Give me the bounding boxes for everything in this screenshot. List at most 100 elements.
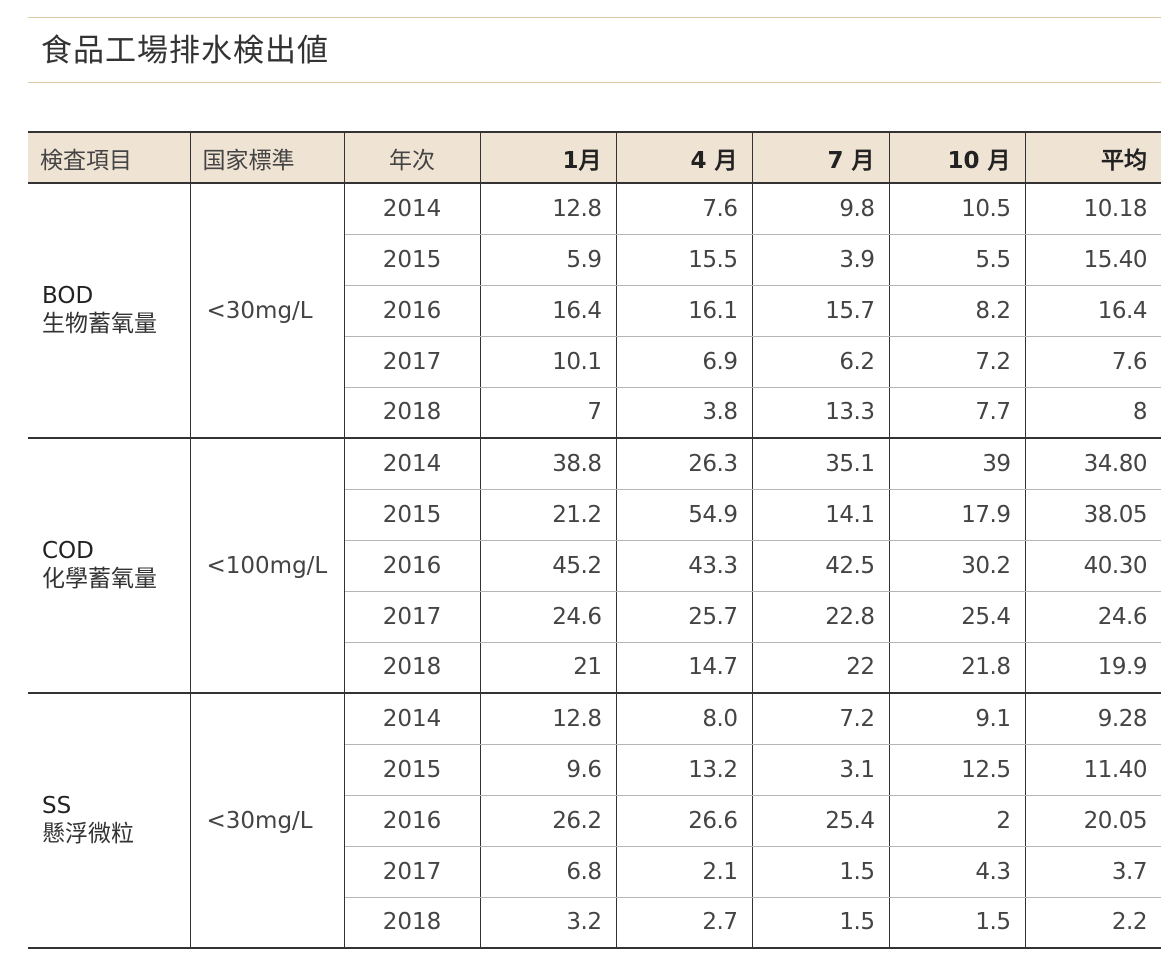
average-cell: 2.2 bbox=[1024, 897, 1161, 949]
month-1-cell: 21 bbox=[479, 642, 617, 694]
month-4-cell: 8.0 bbox=[615, 693, 753, 745]
wastewater-table: 検査項目 国家標準 年次 1月 4 月 7 月 10 月 平均 BOD 生物蓄氧量… bbox=[28, 131, 1161, 949]
month-10-cell: 7.7 bbox=[888, 387, 1026, 439]
month-4-cell: 25.7 bbox=[615, 591, 753, 643]
year-cell: 2017 bbox=[343, 846, 481, 898]
month-7-cell: 35.1 bbox=[751, 438, 890, 490]
item-code: COD bbox=[42, 538, 94, 564]
month-7-cell: 42.5 bbox=[751, 540, 890, 592]
table-row: 2018 21 14.7 22 21.8 19.9 bbox=[28, 642, 1161, 694]
month-1-cell: 16.4 bbox=[479, 285, 617, 337]
average-cell: 10.18 bbox=[1024, 183, 1161, 235]
standard-cell: <30mg/L bbox=[189, 183, 345, 439]
table-body: BOD 生物蓄氧量 <30mg/L 2014 12.8 7.6 9.8 10.5 10.18 20… bbox=[28, 183, 1161, 949]
table-row: 2018 3.2 2.7 1.5 1.5 2.2 bbox=[28, 897, 1161, 949]
standard-cell: <30mg/L bbox=[189, 693, 345, 949]
table-header: 検査項目 国家標準 年次 1月 4 月 7 月 10 月 平均 bbox=[28, 131, 1161, 184]
month-7-cell: 3.9 bbox=[751, 234, 890, 286]
month-4-cell: 54.9 bbox=[615, 489, 753, 541]
table-row: SS 懸浮微粒 <30mg/L 2014 12.8 8.0 7.2 9.1 9.28 bbox=[28, 693, 1161, 949]
month-4-cell: 26.6 bbox=[615, 795, 753, 847]
average-cell: 16.4 bbox=[1024, 285, 1161, 337]
month-10-cell: 4.3 bbox=[888, 846, 1026, 898]
year-cell: 2016 bbox=[343, 285, 481, 337]
title-bar: 食品工場排水検出値 bbox=[28, 17, 1161, 83]
month-10-cell: 12.5 bbox=[888, 744, 1026, 796]
month-1-cell: 3.2 bbox=[479, 897, 617, 949]
item-name: 化學蓄氧量 bbox=[42, 566, 157, 592]
month-7-cell: 3.1 bbox=[751, 744, 890, 796]
table-row: 2017 10.1 6.9 6.2 7.2 7.6 bbox=[28, 336, 1161, 388]
month-1-cell: 5.9 bbox=[479, 234, 617, 286]
month-10-cell: 2 bbox=[888, 795, 1026, 847]
month-1-cell: 7 bbox=[479, 387, 617, 439]
month-7-cell: 13.3 bbox=[751, 387, 890, 439]
table-row: 2017 6.8 2.1 1.5 4.3 3.7 bbox=[28, 846, 1161, 898]
page-title: 食品工場排水検出値 bbox=[41, 33, 329, 69]
standard-cell: <100mg/L bbox=[189, 438, 345, 694]
table-row: 2015 21.2 54.9 14.1 17.9 38.05 bbox=[28, 489, 1161, 541]
month-10-cell: 9.1 bbox=[888, 693, 1026, 745]
year-cell: 2015 bbox=[343, 489, 481, 541]
month-10-cell: 8.2 bbox=[888, 285, 1026, 337]
month-7-cell: 22.8 bbox=[751, 591, 890, 643]
month-10-cell: 25.4 bbox=[888, 591, 1026, 643]
table-row: 2018 7 3.8 13.3 7.7 8 bbox=[28, 387, 1161, 439]
average-cell: 15.40 bbox=[1024, 234, 1161, 286]
year-cell: 2018 bbox=[343, 387, 481, 439]
year-cell: 2015 bbox=[343, 744, 481, 796]
month-4-cell: 7.6 bbox=[615, 183, 753, 235]
month-1-cell: 10.1 bbox=[479, 336, 617, 388]
year-cell: 2016 bbox=[343, 540, 481, 592]
average-cell: 7.6 bbox=[1024, 336, 1161, 388]
month-10-cell: 21.8 bbox=[888, 642, 1026, 694]
year-cell: 2018 bbox=[343, 642, 481, 694]
month-1-cell: 12.8 bbox=[479, 693, 617, 745]
month-1-cell: 12.8 bbox=[479, 183, 617, 235]
month-7-cell: 7.2 bbox=[751, 693, 890, 745]
month-10-cell: 7.2 bbox=[888, 336, 1026, 388]
header-year: 年次 bbox=[343, 131, 481, 184]
month-1-cell: 24.6 bbox=[479, 591, 617, 643]
month-10-cell: 1.5 bbox=[888, 897, 1026, 949]
month-1-cell: 9.6 bbox=[479, 744, 617, 796]
header-month-10: 10 月 bbox=[888, 131, 1026, 184]
month-4-cell: 26.3 bbox=[615, 438, 753, 490]
table-row: 2017 24.6 25.7 22.8 25.4 24.6 bbox=[28, 591, 1161, 643]
average-cell: 20.05 bbox=[1024, 795, 1161, 847]
month-7-cell: 15.7 bbox=[751, 285, 890, 337]
month-4-cell: 15.5 bbox=[615, 234, 753, 286]
month-4-cell: 2.7 bbox=[615, 897, 753, 949]
year-cell: 2014 bbox=[343, 183, 481, 235]
table-row: 2015 9.6 13.2 3.1 12.5 11.40 bbox=[28, 744, 1161, 796]
month-10-cell: 10.5 bbox=[888, 183, 1026, 235]
item-cell: COD 化學蓄氧量 bbox=[28, 438, 191, 694]
month-4-cell: 3.8 bbox=[615, 387, 753, 439]
table-row: BOD 生物蓄氧量 <30mg/L 2014 12.8 7.6 9.8 10.5 10.18 bbox=[28, 183, 1161, 439]
header-average: 平均 bbox=[1024, 131, 1161, 184]
year-cell: 2016 bbox=[343, 795, 481, 847]
month-4-cell: 6.9 bbox=[615, 336, 753, 388]
month-7-cell: 1.5 bbox=[751, 846, 890, 898]
item-name: 生物蓄氧量 bbox=[42, 311, 157, 337]
month-7-cell: 9.8 bbox=[751, 183, 890, 235]
average-cell: 40.30 bbox=[1024, 540, 1161, 592]
item-cell: SS 懸浮微粒 bbox=[28, 693, 191, 949]
year-cell: 2018 bbox=[343, 897, 481, 949]
month-4-cell: 16.1 bbox=[615, 285, 753, 337]
average-cell: 3.7 bbox=[1024, 846, 1161, 898]
month-4-cell: 2.1 bbox=[615, 846, 753, 898]
header-standard: 国家標準 bbox=[189, 131, 345, 184]
average-cell: 8 bbox=[1024, 387, 1161, 439]
month-7-cell: 14.1 bbox=[751, 489, 890, 541]
item-cell: BOD 生物蓄氧量 bbox=[28, 183, 191, 439]
month-4-cell: 13.2 bbox=[615, 744, 753, 796]
month-10-cell: 30.2 bbox=[888, 540, 1026, 592]
average-cell: 19.9 bbox=[1024, 642, 1161, 694]
month-10-cell: 5.5 bbox=[888, 234, 1026, 286]
year-cell: 2017 bbox=[343, 336, 481, 388]
average-cell: 11.40 bbox=[1024, 744, 1161, 796]
table-row: COD 化學蓄氧量 <100mg/L 2014 38.8 26.3 35.1 39 34.80 bbox=[28, 438, 1161, 694]
header-month-1: 1月 bbox=[479, 131, 617, 184]
month-10-cell: 17.9 bbox=[888, 489, 1026, 541]
